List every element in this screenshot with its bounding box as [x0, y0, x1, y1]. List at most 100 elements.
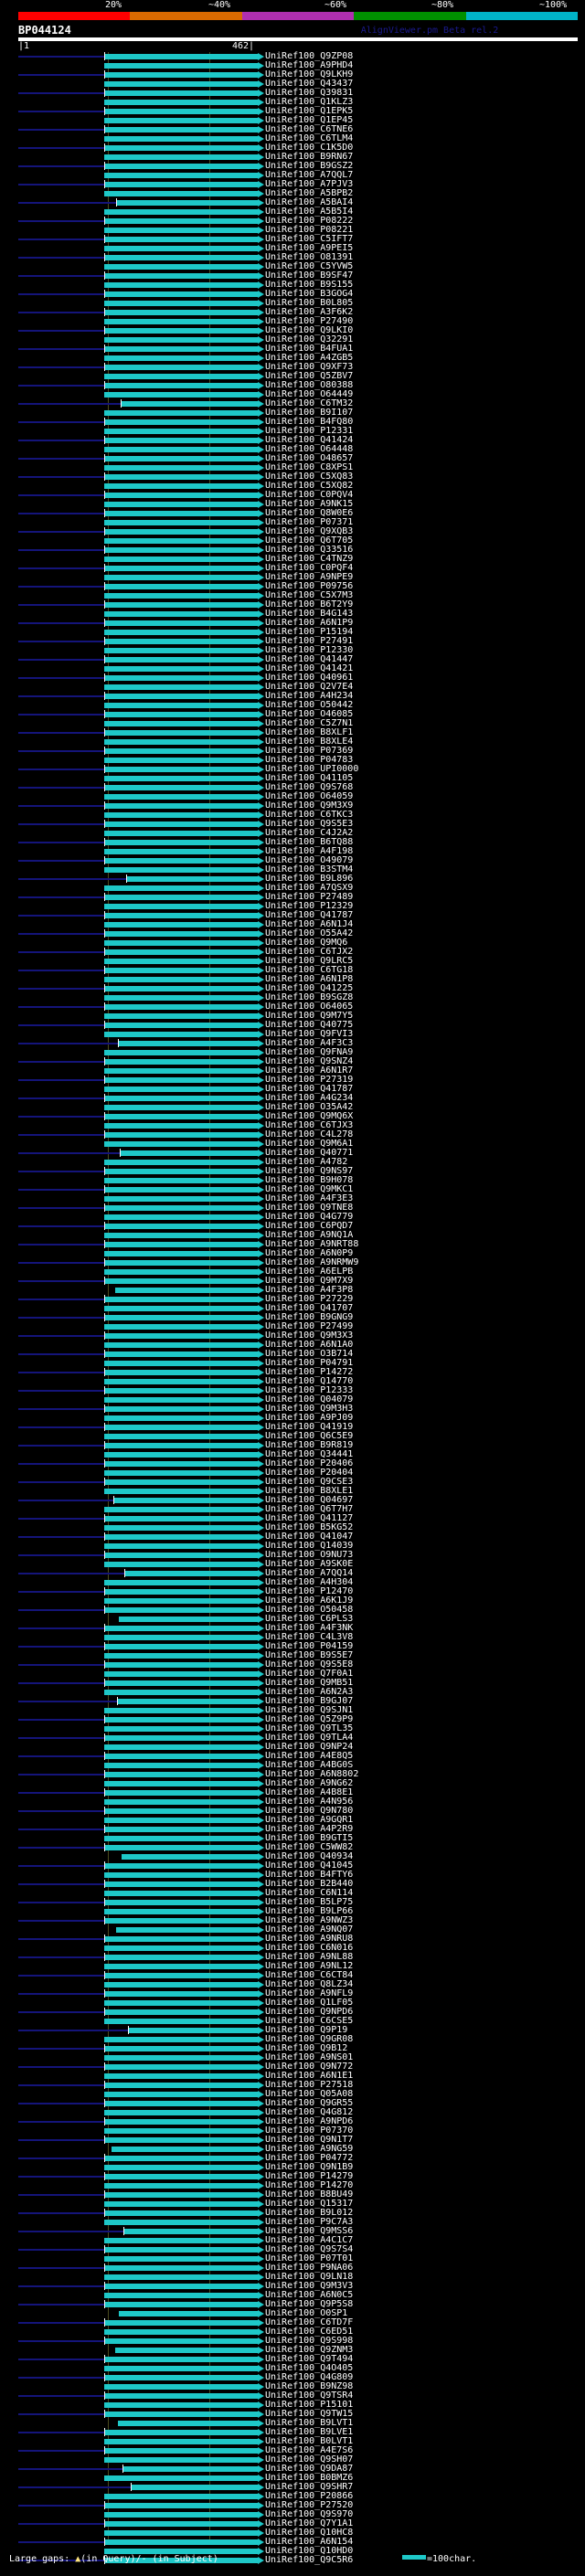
hit-accession-label[interactable]: UniRef100_C0PQV4 [265, 490, 354, 500]
hsp-bar[interactable] [104, 182, 258, 187]
hsp-bar[interactable] [126, 876, 258, 882]
hit-accession-label[interactable]: UniRef100_P27491 [265, 636, 354, 646]
hit-accession-label[interactable]: UniRef100_P12470 [265, 1586, 354, 1596]
hsp-bar[interactable] [104, 977, 258, 982]
hit-accession-label[interactable]: UniRef100_Q41787 [265, 1084, 354, 1094]
hsp-bar[interactable] [104, 858, 258, 864]
hit-accession-label[interactable]: UniRef100_Q4O405 [265, 2363, 354, 2373]
hsp-bar[interactable] [104, 2448, 258, 2454]
hit-row[interactable]: UniRef100_Q8W0E6 [0, 508, 585, 518]
hsp-bar[interactable] [104, 54, 258, 59]
hit-row[interactable]: UniRef100_A9NPE9 [0, 572, 585, 582]
hit-accession-label[interactable]: UniRef100_C6TD7F [265, 2317, 354, 2327]
hit-accession-label[interactable]: UniRef100_Q9ZNM3 [265, 2345, 354, 2355]
hit-accession-label[interactable]: UniRef100_C1K5D0 [265, 143, 354, 153]
hit-row[interactable]: UniRef100_Q9S5E8 [0, 1659, 585, 1670]
hsp-bar[interactable] [104, 1425, 258, 1430]
hit-row[interactable]: UniRef100_C4J2A2 [0, 828, 585, 838]
hit-accession-label[interactable]: UniRef100_Q9M3X3 [265, 1330, 354, 1341]
hit-accession-label[interactable]: UniRef100_Q9M3V3 [265, 2281, 354, 2291]
hit-accession-label[interactable]: UniRef100_P14272 [265, 1367, 354, 1377]
hit-row[interactable]: UniRef100_B9L012 [0, 2208, 585, 2218]
hit-row[interactable]: UniRef100_C5XQ83 [0, 472, 585, 482]
hsp-bar[interactable] [104, 694, 258, 699]
hit-accession-label[interactable]: UniRef100_Q9TLA4 [265, 1733, 354, 1743]
hsp-bar[interactable] [104, 2092, 258, 2097]
hit-accession-label[interactable]: UniRef100_B6TQ88 [265, 837, 354, 847]
hit-accession-label[interactable]: UniRef100_A9PJ09 [265, 1413, 354, 1423]
hit-accession-label[interactable]: UniRef100_A4H304 [265, 1577, 354, 1587]
hit-accession-label[interactable]: UniRef100_Q1KLZ3 [265, 97, 354, 107]
hit-row[interactable]: UniRef100_A9NL12 [0, 1961, 585, 1971]
hsp-bar[interactable] [104, 2284, 258, 2289]
hsp-bar[interactable] [104, 127, 258, 133]
hit-row[interactable]: UniRef100_P20406 [0, 1458, 585, 1468]
hit-row[interactable]: UniRef100_B0L805 [0, 298, 585, 308]
hit-row[interactable]: UniRef100_Q9DA87 [0, 2464, 585, 2474]
hit-row[interactable]: UniRef100_P15194 [0, 627, 585, 637]
hit-accession-label[interactable]: UniRef100_B9SGZ8 [265, 992, 354, 1002]
hsp-bar[interactable] [104, 2110, 258, 2115]
hsp-bar[interactable] [104, 538, 258, 544]
hit-accession-label[interactable]: UniRef100_Q33516 [265, 545, 354, 555]
hsp-bar[interactable] [104, 840, 258, 845]
hit-row[interactable]: UniRef100_A6ELPB [0, 1267, 585, 1277]
hsp-bar[interactable] [104, 767, 258, 772]
hit-row[interactable]: UniRef100_Q6T7H7 [0, 1504, 585, 1514]
hit-accession-label[interactable]: UniRef100_A7QQ14 [265, 1568, 354, 1578]
hit-row[interactable]: UniRef100_A9NRMW9 [0, 1257, 585, 1267]
hit-row[interactable]: UniRef100_B6TQ88 [0, 837, 585, 847]
hit-accession-label[interactable]: UniRef100_Q9M6A1 [265, 1139, 354, 1149]
hit-row[interactable]: UniRef100_A9NPD6 [0, 2116, 585, 2126]
hit-accession-label[interactable]: UniRef100_B9S5E7 [265, 1650, 354, 1660]
hit-accession-label[interactable]: UniRef100_A9NRU8 [265, 1934, 354, 1944]
hit-accession-label[interactable]: UniRef100_Q9MQ6 [265, 938, 348, 948]
hit-row[interactable]: UniRef100_O50442 [0, 700, 585, 710]
hsp-bar[interactable] [120, 1150, 258, 1156]
hsp-bar[interactable] [104, 282, 258, 288]
hit-accession-label[interactable]: UniRef100_A6N1P9 [265, 618, 354, 628]
hit-row[interactable]: UniRef100_B4FUA1 [0, 344, 585, 354]
hit-accession-label[interactable]: UniRef100_A9NS01 [265, 2052, 354, 2062]
hit-accession-label[interactable]: UniRef100_A3F6K2 [265, 307, 354, 317]
hit-accession-label[interactable]: UniRef100_Q9T494 [265, 2354, 354, 2364]
hit-accession-label[interactable]: UniRef100_A6K1J9 [265, 1595, 354, 1606]
hit-accession-label[interactable]: UniRef100_P04783 [265, 755, 354, 765]
hit-row[interactable]: UniRef100_B9RN67 [0, 152, 585, 162]
hit-row[interactable]: UniRef100_B9SF47 [0, 270, 585, 281]
hsp-bar[interactable] [104, 949, 258, 955]
hsp-bar[interactable] [104, 1160, 258, 1165]
hit-accession-label[interactable]: UniRef100_P20866 [265, 2491, 354, 2501]
hsp-bar[interactable] [104, 2558, 258, 2563]
hit-accession-label[interactable]: UniRef100_A5BPB2 [265, 188, 354, 198]
hsp-bar[interactable] [104, 2156, 258, 2161]
hit-accession-label[interactable]: UniRef100_Q9TNE8 [265, 1203, 354, 1213]
hit-accession-label[interactable]: UniRef100_B4FQ80 [265, 417, 354, 427]
hsp-bar[interactable] [104, 1543, 258, 1549]
hit-accession-label[interactable]: UniRef100_Q9SH07 [265, 2454, 354, 2465]
hit-row[interactable]: UniRef100_Q7F0A1 [0, 1669, 585, 1679]
hit-accession-label[interactable]: UniRef100_Q1EP45 [265, 115, 354, 125]
hit-row[interactable]: UniRef100_B3STM4 [0, 864, 585, 875]
hsp-bar[interactable] [104, 2201, 258, 2207]
hsp-bar[interactable] [104, 2494, 258, 2499]
hit-accession-label[interactable]: UniRef100_B3STM4 [265, 864, 354, 875]
hsp-bar[interactable] [118, 2421, 258, 2426]
hit-row[interactable]: UniRef100_Q9NP24 [0, 1742, 585, 1752]
hit-accession-label[interactable]: UniRef100_C6TLM4 [265, 133, 354, 143]
hit-row[interactable]: UniRef100_Q33516 [0, 545, 585, 555]
hit-row[interactable]: UniRef100_Q9LRC5 [0, 956, 585, 966]
hit-row[interactable]: UniRef100_A7PJV3 [0, 179, 585, 189]
hit-accession-label[interactable]: UniRef100_A9GQR1 [265, 1815, 354, 1825]
hit-row[interactable]: UniRef100_Q9N1T7 [0, 2135, 585, 2145]
hit-row[interactable]: UniRef100_P14272 [0, 1367, 585, 1377]
hsp-bar[interactable] [104, 959, 258, 964]
hit-row[interactable]: UniRef100_B0BMZ6 [0, 2473, 585, 2483]
hsp-bar[interactable] [104, 1434, 258, 1439]
hit-row[interactable]: UniRef100_P08222 [0, 216, 585, 226]
hsp-bar[interactable] [104, 2046, 258, 2051]
hit-accession-label[interactable]: UniRef100_B9GTI5 [265, 1833, 354, 1843]
hsp-bar[interactable] [104, 511, 258, 516]
hit-accession-label[interactable]: UniRef100_P27319 [265, 1075, 354, 1085]
hit-row[interactable]: UniRef100_Q1EP45 [0, 115, 585, 125]
